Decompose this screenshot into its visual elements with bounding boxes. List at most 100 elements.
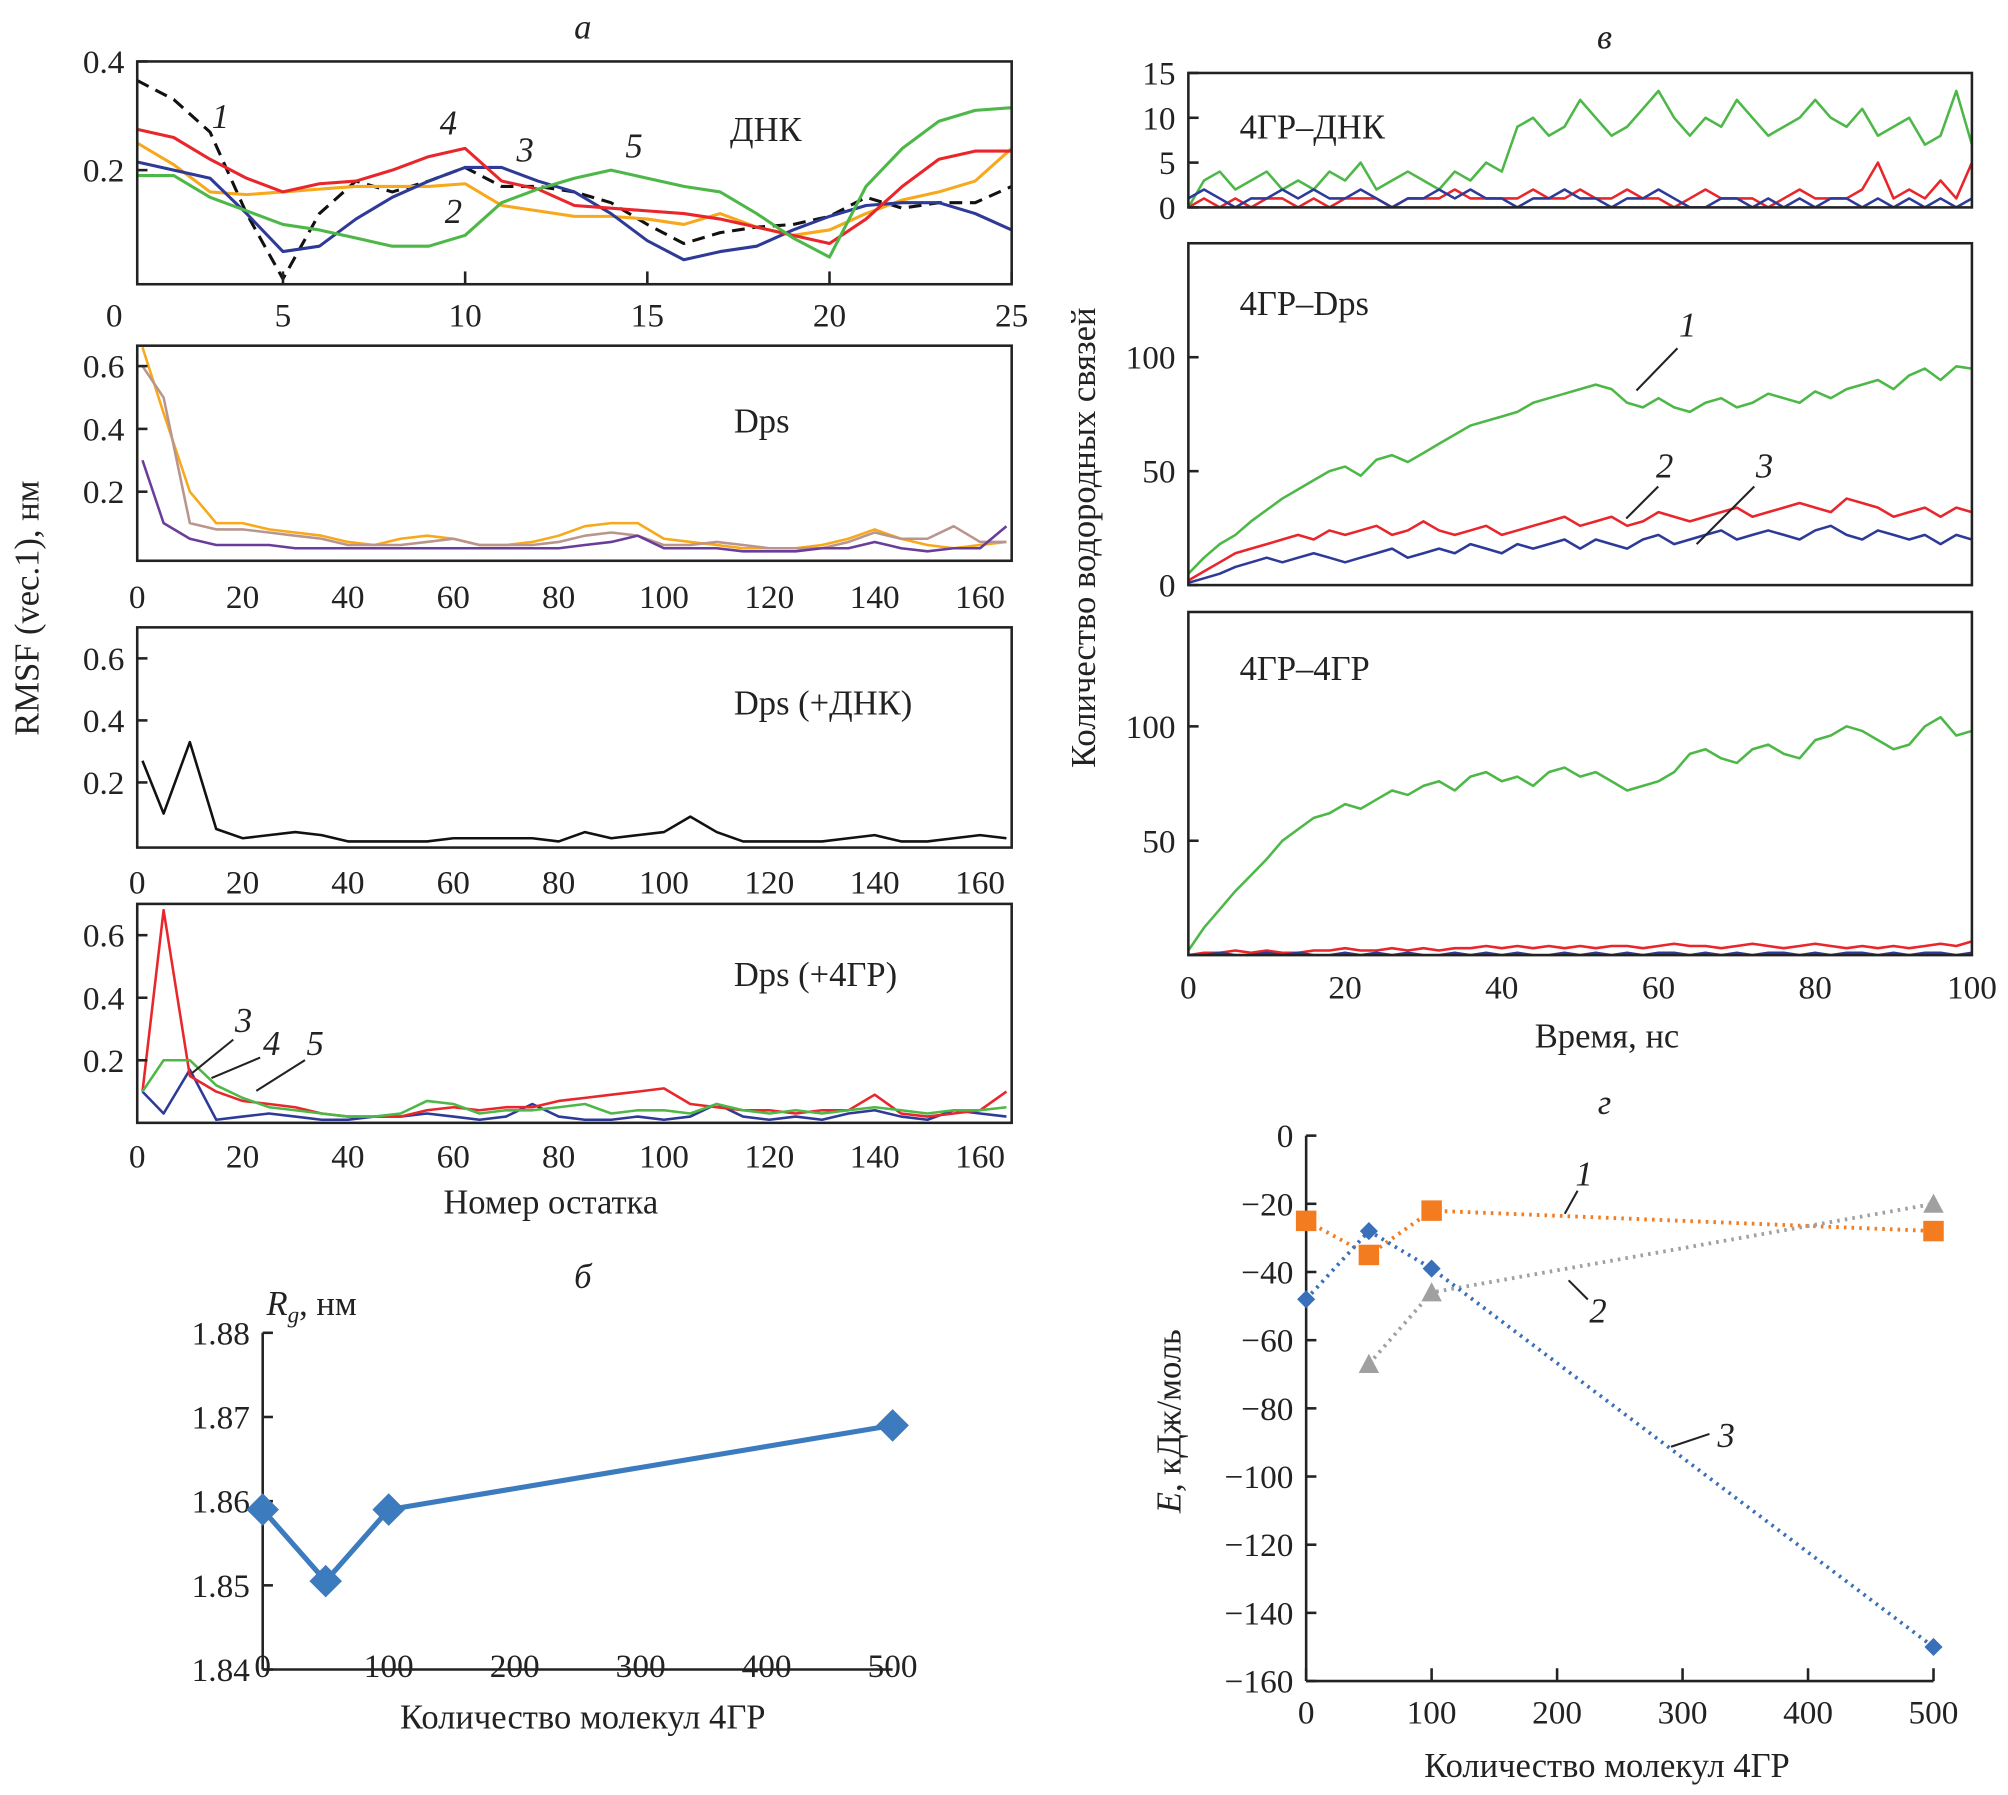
x-tick-label: 20 — [813, 297, 846, 334]
series-line-1 — [141, 740, 1007, 843]
panel-b: 1.84 1.85 1.86 1.87 1.88 0 100 200 300 400 500 — [192, 1315, 918, 1689]
plot-frame — [135, 344, 1013, 563]
curve-label: 3 — [516, 131, 534, 169]
annotation-leader — [1695, 485, 1755, 545]
rg-symbol: R — [266, 1285, 288, 1323]
x-tick-label: 5 — [275, 297, 292, 334]
y-tick-label: 0.4 — [83, 980, 125, 1017]
x-tick-label: 40 — [331, 1139, 364, 1176]
x-tick-label: 0 — [1298, 1694, 1315, 1731]
series-line-3 — [141, 459, 1008, 553]
x-tick-label: 140 — [850, 865, 900, 902]
panel-a4: 0.2 0.4 0.6 0 20 40 60 80 100 120 140 160 — [83, 902, 1013, 1176]
y-tick-label: 1.87 — [192, 1400, 250, 1437]
series-line-5 — [137, 106, 1012, 259]
y-tick-label: 0.2 — [83, 474, 125, 511]
series-line-4 — [141, 908, 1008, 1118]
annotation-leader — [255, 1059, 306, 1092]
x-tick-label: 100 — [639, 865, 689, 902]
triangle-marker — [1358, 1353, 1380, 1373]
diamond-marker — [1359, 1222, 1378, 1241]
y-tick-label: 1.88 — [192, 1315, 250, 1352]
x-tick-label: 120 — [744, 865, 794, 902]
y-tick-label: −140 — [1225, 1595, 1294, 1632]
x-tick-label: 120 — [744, 1139, 794, 1176]
y-axis-label-energy: E, кДж/моль — [1151, 1329, 1189, 1514]
x-tick-label: 40 — [331, 865, 364, 902]
y-tick-label: 0.2 — [83, 1043, 125, 1080]
annotation-leader — [1567, 1279, 1589, 1301]
y-tick-label: 5 — [1159, 145, 1176, 182]
series-group — [141, 346, 1008, 553]
x-tick-label: 100 — [1407, 1694, 1457, 1731]
x-tick-label: 60 — [437, 579, 470, 616]
x-tick-label: 80 — [542, 1139, 575, 1176]
series-line-1 — [1188, 89, 1972, 208]
series-line-3 — [1188, 188, 1972, 208]
y-tick-label: −160 — [1225, 1664, 1294, 1701]
y-tick-label: −40 — [1241, 1255, 1293, 1292]
series-line-1 — [1188, 715, 1972, 952]
series-group — [141, 740, 1007, 843]
y-tick-label: 1.85 — [192, 1568, 250, 1605]
square-marker — [1295, 1210, 1317, 1232]
curve-label: 1 — [1679, 307, 1696, 345]
curve-label: 3 — [1755, 448, 1773, 486]
x-tick-label: 20 — [226, 865, 259, 902]
plot-frame — [1187, 610, 1974, 957]
x-axis-label-molecules-g: Количество молекул 4ГР — [1424, 1747, 1789, 1785]
x-tick-label: 100 — [1947, 970, 1997, 1007]
panel-letter-a: а — [574, 8, 591, 46]
square-marker — [1358, 1244, 1380, 1266]
series-line-2 — [1188, 940, 1972, 956]
annotation-leader — [1635, 347, 1679, 392]
diamond-marker — [876, 1409, 909, 1442]
x-axis-label-time: Время, нс — [1535, 1017, 1680, 1055]
triangle-marker — [1923, 1193, 1944, 1213]
y-tick-label: −120 — [1225, 1527, 1294, 1564]
curve-label: 4 — [440, 104, 457, 142]
curve-label: 4 — [263, 1025, 280, 1063]
panel-name-dps: Dps — [734, 403, 790, 441]
y-tick-label: 0.6 — [83, 918, 125, 955]
panel-letter-g: г — [1598, 1084, 1611, 1122]
y-tick-label: 50 — [1142, 823, 1175, 860]
y-tick-label: 0 — [1159, 568, 1176, 605]
plot-frame — [1187, 241, 1974, 587]
square-marker — [1421, 1200, 1442, 1221]
y-tick-label: 0.6 — [83, 349, 125, 386]
x-tick-label: 60 — [437, 1139, 470, 1176]
series-line-1 — [1188, 365, 1972, 575]
y-axis-label-hbonds: Количество водородных связей — [1065, 308, 1103, 768]
x-tick-label: 0 — [1180, 970, 1197, 1007]
series-line-5 — [141, 1058, 1007, 1118]
x-tick-label: 80 — [542, 865, 575, 902]
panel-name-dna: ДНК — [730, 111, 803, 149]
panel-a2: 0.2 0.4 0.6 0 20 40 60 80 100 120 140 160 — [83, 344, 1013, 616]
x-tick-label: 160 — [955, 865, 1005, 902]
panel-name-4gr-dna: 4ГР–ДНК — [1240, 108, 1386, 146]
plot-frame — [135, 902, 1013, 1125]
x-tick-label: 40 — [331, 579, 364, 616]
annotation-leader — [191, 1038, 234, 1074]
x-tick-label: 0 — [129, 579, 146, 616]
series-line-1 — [1306, 1208, 1934, 1257]
x-tick-label: 15 — [631, 297, 664, 334]
y-tick-label: 50 — [1142, 454, 1175, 491]
y-tick-label: 0.6 — [83, 641, 125, 678]
x-tick-label: 160 — [955, 1139, 1005, 1176]
annotation-leader — [211, 1056, 261, 1079]
energy-unit: , кДж/моль — [1151, 1329, 1189, 1492]
panel-letter-b: б — [574, 1258, 593, 1296]
curve-label: 5 — [307, 1025, 324, 1063]
triangle-marker — [1421, 1282, 1442, 1302]
panel-name-dps-4gr: Dps (+4ГР) — [734, 956, 897, 994]
series-line-2 — [141, 365, 1007, 550]
y-tick-label: 15 — [1142, 56, 1175, 93]
y-tick-label: −20 — [1241, 1186, 1293, 1223]
x-tick-label: 60 — [437, 865, 470, 902]
x-tick-label: 20 — [226, 1139, 259, 1176]
x-tick-label: 140 — [850, 1139, 900, 1176]
